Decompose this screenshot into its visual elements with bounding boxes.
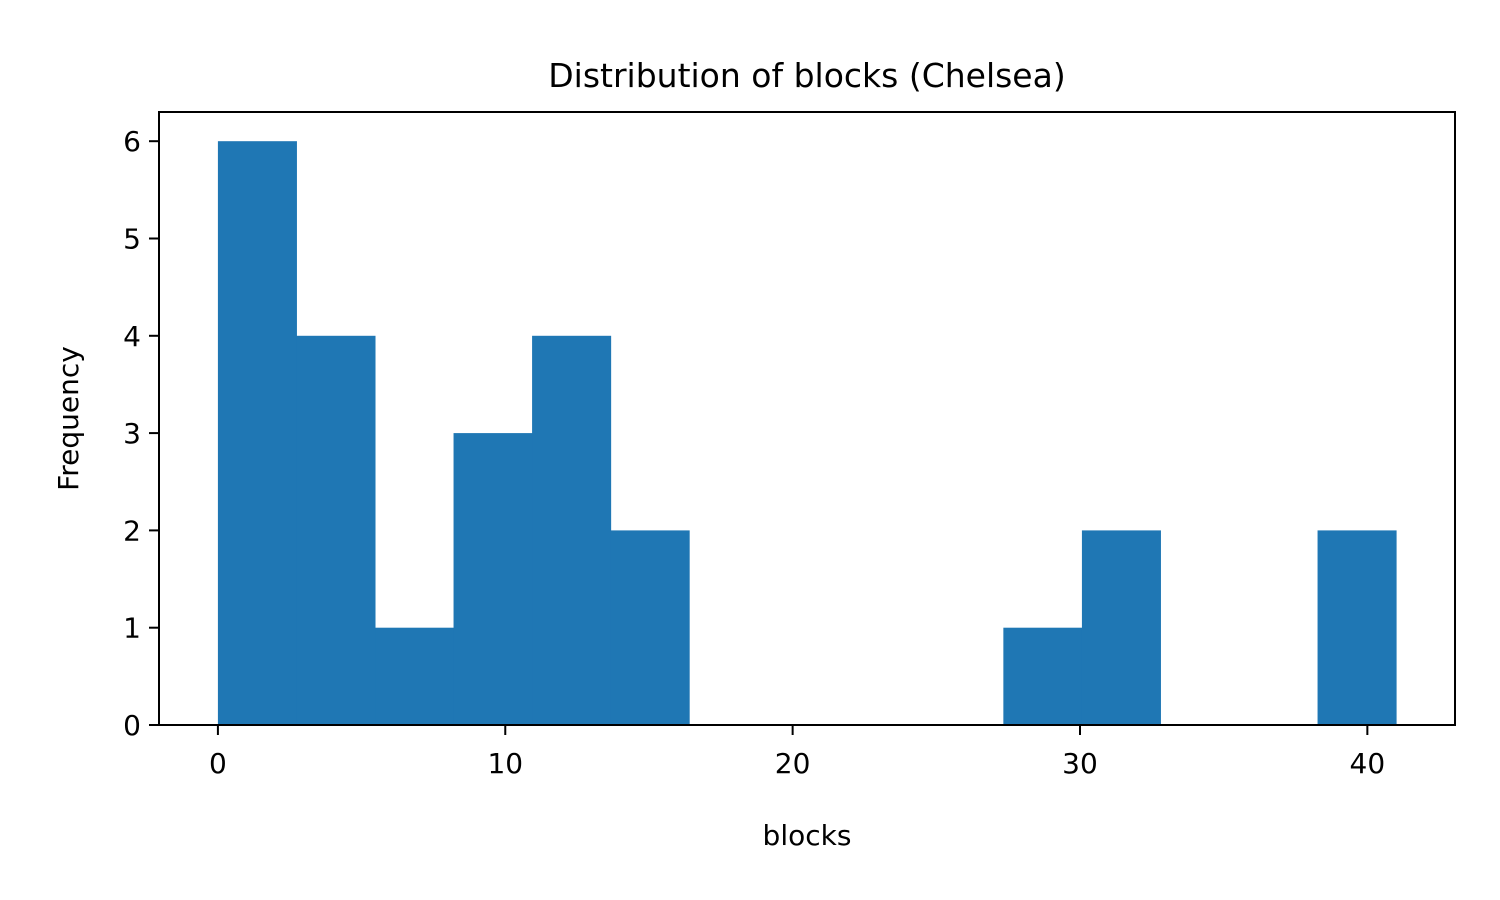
x-tick-label: 20 — [775, 747, 811, 780]
x-tick-label: 0 — [209, 747, 227, 780]
x-axis-label: blocks — [763, 819, 852, 852]
y-tick-label: 4 — [123, 320, 141, 353]
chart-title: Distribution of blocks (Chelsea) — [548, 56, 1065, 95]
y-axis-ticks: 0 1 2 3 4 5 6 — [123, 125, 159, 742]
histogram-bar — [1081, 530, 1161, 725]
bars-group — [217, 141, 1397, 725]
x-tick-label: 30 — [1062, 747, 1098, 780]
y-tick-label: 5 — [123, 222, 141, 255]
histogram-bar — [296, 335, 376, 725]
y-tick-label: 2 — [123, 514, 141, 547]
histogram-bar — [1317, 530, 1397, 725]
plot-frame — [158, 111, 1456, 726]
y-tick-label: 6 — [123, 125, 141, 158]
y-tick-label: 0 — [123, 709, 141, 742]
histogram-bar — [453, 433, 533, 725]
x-tick-label: 10 — [487, 747, 523, 780]
y-tick-label: 1 — [123, 612, 141, 645]
y-axis-label: Frequency — [52, 346, 85, 491]
histogram-bar — [610, 530, 690, 725]
histogram-bar — [217, 141, 297, 725]
y-tick-label: 3 — [123, 417, 141, 450]
x-tick-label: 40 — [1350, 747, 1386, 780]
histogram-bar — [375, 627, 455, 725]
x-axis-ticks: 0 10 20 30 40 — [209, 725, 1385, 780]
histogram-bar — [532, 335, 612, 725]
histogram-bar — [1003, 627, 1083, 725]
